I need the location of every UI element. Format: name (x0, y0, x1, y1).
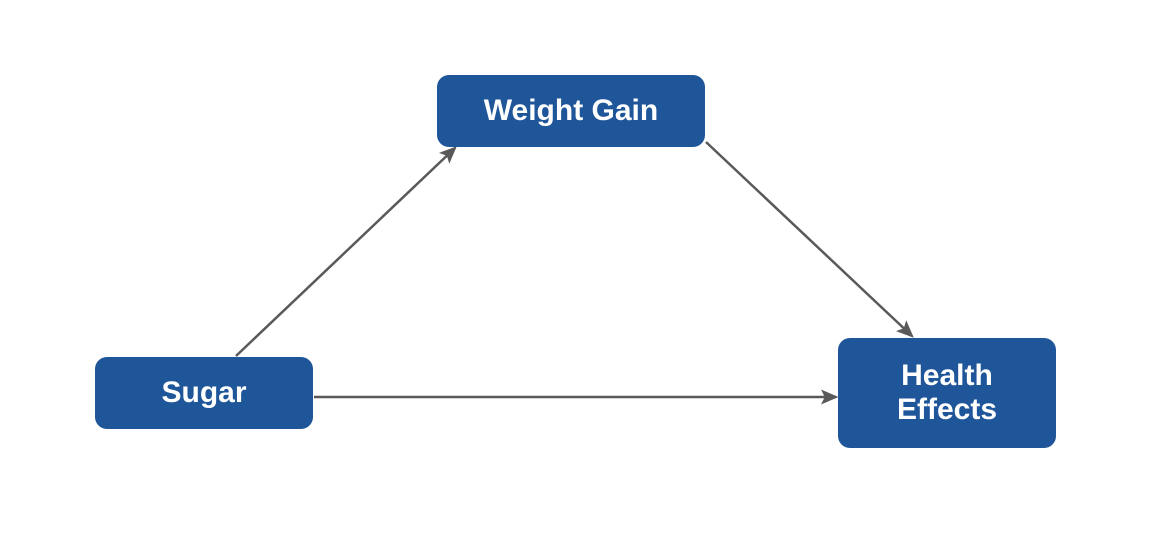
node-label: Sugar (161, 376, 246, 411)
edge-weight_gain-to-health (706, 142, 912, 336)
edge-sugar-to-weight_gain (236, 148, 455, 356)
node-label: Health Effects (897, 359, 997, 428)
node-health: Health Effects (838, 338, 1056, 448)
node-label: Weight Gain (484, 94, 658, 129)
node-sugar: Sugar (95, 357, 313, 429)
node-weight_gain: Weight Gain (437, 75, 705, 147)
